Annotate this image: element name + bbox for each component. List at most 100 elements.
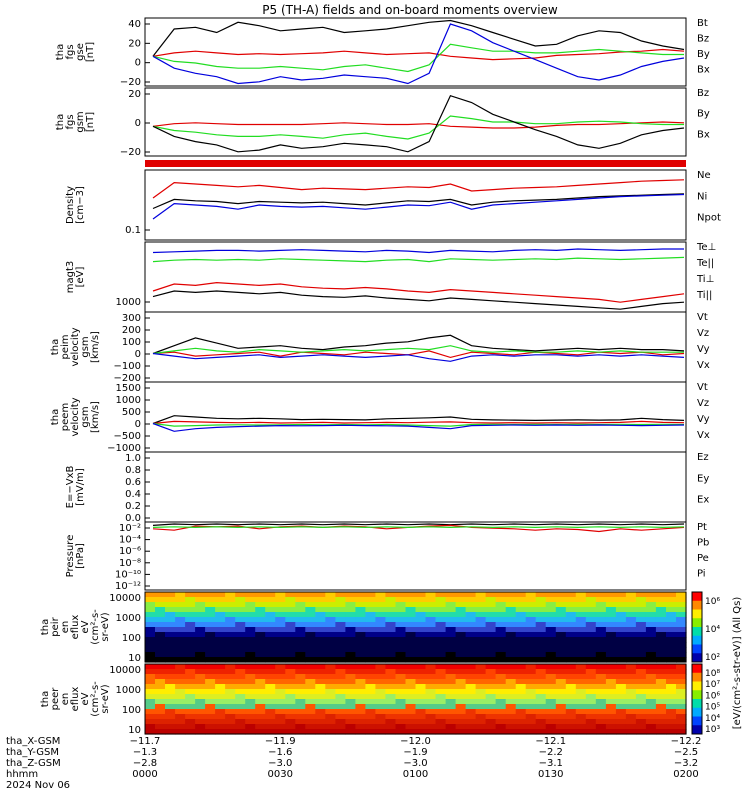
heatmap-cell (645, 632, 657, 638)
heatmap-cell (185, 627, 196, 633)
y-tick-label: 0.2 (125, 501, 141, 512)
heatmap-cell (585, 709, 597, 715)
x-axis-tick-label: 0130 (538, 769, 563, 780)
heatmap-cell (165, 627, 176, 633)
series-line (152, 420, 685, 425)
heatmap-cell (395, 597, 407, 603)
heatmap-cell (495, 679, 507, 685)
heatmap-cell (545, 689, 557, 695)
series-line (152, 121, 685, 129)
heatmap-cell (495, 689, 507, 695)
heatmap-cell (425, 674, 437, 680)
heatmap-cell (315, 669, 326, 675)
heatmap-cell (455, 657, 467, 663)
heatmap-cell (325, 684, 336, 690)
heatmap-cell (235, 607, 246, 613)
panel-frame (144, 381, 687, 453)
heatmap-cell (295, 694, 306, 700)
heatmap-cell (535, 669, 547, 675)
heatmap-cell (655, 647, 667, 653)
heatmap-cell (535, 597, 547, 603)
heatmap-cell (645, 714, 657, 720)
heatmap-cell (195, 694, 206, 700)
heatmap-cell (475, 652, 487, 658)
series-line (152, 193, 685, 220)
heatmap-cell (295, 652, 306, 658)
series-line (152, 345, 684, 355)
heatmap-cell (145, 592, 156, 598)
y-axis-label-line: tha (50, 339, 61, 355)
heatmap-cell (275, 679, 286, 685)
heatmap-cell (365, 637, 376, 643)
heatmap-cell (575, 669, 587, 675)
heatmap-cell (345, 719, 356, 725)
heatmap-cell (455, 592, 467, 598)
heatmap-cell (666, 657, 677, 663)
heatmap-cell (205, 652, 216, 658)
legend-entry: Ne (697, 170, 711, 181)
heatmap-cell (505, 664, 517, 670)
heatmap-cell (625, 689, 637, 695)
heatmap-cell (405, 647, 417, 653)
heatmap-cell (215, 669, 226, 675)
heatmap-cell (655, 714, 667, 720)
heatmap-cell (445, 729, 457, 735)
heatmap-cell (485, 642, 497, 648)
heatmap-cell (185, 602, 196, 608)
heatmap-cell (145, 689, 156, 695)
heatmap-cell (485, 699, 497, 705)
heatmap-cell (405, 704, 417, 710)
heatmap-cell (315, 642, 326, 648)
heatmap-cell (175, 709, 186, 715)
heatmap-cell (245, 674, 256, 680)
heatmap-cell (645, 602, 657, 608)
heatmap-cell (415, 652, 427, 658)
heatmap-cell (515, 664, 527, 670)
heatmap-cell (676, 632, 687, 638)
legend-entry: Pe (697, 553, 709, 564)
x-axis-tick-label: −2.8 (133, 758, 157, 769)
heatmap-cell (225, 612, 236, 618)
heatmap-cell (145, 704, 156, 710)
y-tick-label: 300 (122, 313, 141, 324)
heatmap-cell (225, 719, 236, 725)
heatmap-cell (635, 709, 647, 715)
heatmap-cell (485, 714, 497, 720)
heatmap-cell (265, 632, 276, 638)
heatmap-cell (385, 657, 396, 663)
heatmap-cell (625, 602, 637, 608)
heatmap-cell (415, 647, 427, 653)
y-axis-label: thapeemvelocitygsm[km/s] (50, 397, 101, 436)
series-line (152, 19, 685, 57)
heatmap-cell (155, 622, 166, 628)
heatmap-cell (165, 699, 176, 705)
heatmap-cell (195, 647, 206, 653)
heatmap-cell (185, 719, 196, 725)
heatmap-cell (275, 689, 286, 695)
heatmap-cell (555, 657, 567, 663)
y-axis-label-line: fgs (65, 114, 76, 129)
heatmap-cell (615, 657, 627, 663)
heatmap-cell (275, 719, 286, 725)
heatmap-cell (635, 669, 647, 675)
heatmap-cell (355, 647, 366, 653)
heatmap-cell (635, 679, 647, 685)
y-tick-label: 100 (122, 337, 141, 348)
heatmap-cell (645, 627, 657, 633)
heatmap-cell (345, 602, 356, 608)
heatmap-cell (415, 612, 427, 618)
heatmap-cell (285, 689, 296, 695)
heatmap-cell (375, 674, 386, 680)
heatmap-cell (385, 617, 396, 623)
heatmap-cell (345, 657, 356, 663)
panel-frame (144, 521, 687, 591)
heatmap-cell (295, 689, 306, 695)
heatmap-cell (495, 632, 507, 638)
heatmap-cell (295, 632, 306, 638)
heatmap-cell (275, 617, 286, 623)
heatmap-cell (335, 664, 346, 670)
heatmap-cell (215, 719, 226, 725)
colorbar-tick-label: 10⁸ (705, 669, 720, 679)
heatmap-cell (365, 689, 376, 695)
heatmap-cell (645, 642, 657, 648)
